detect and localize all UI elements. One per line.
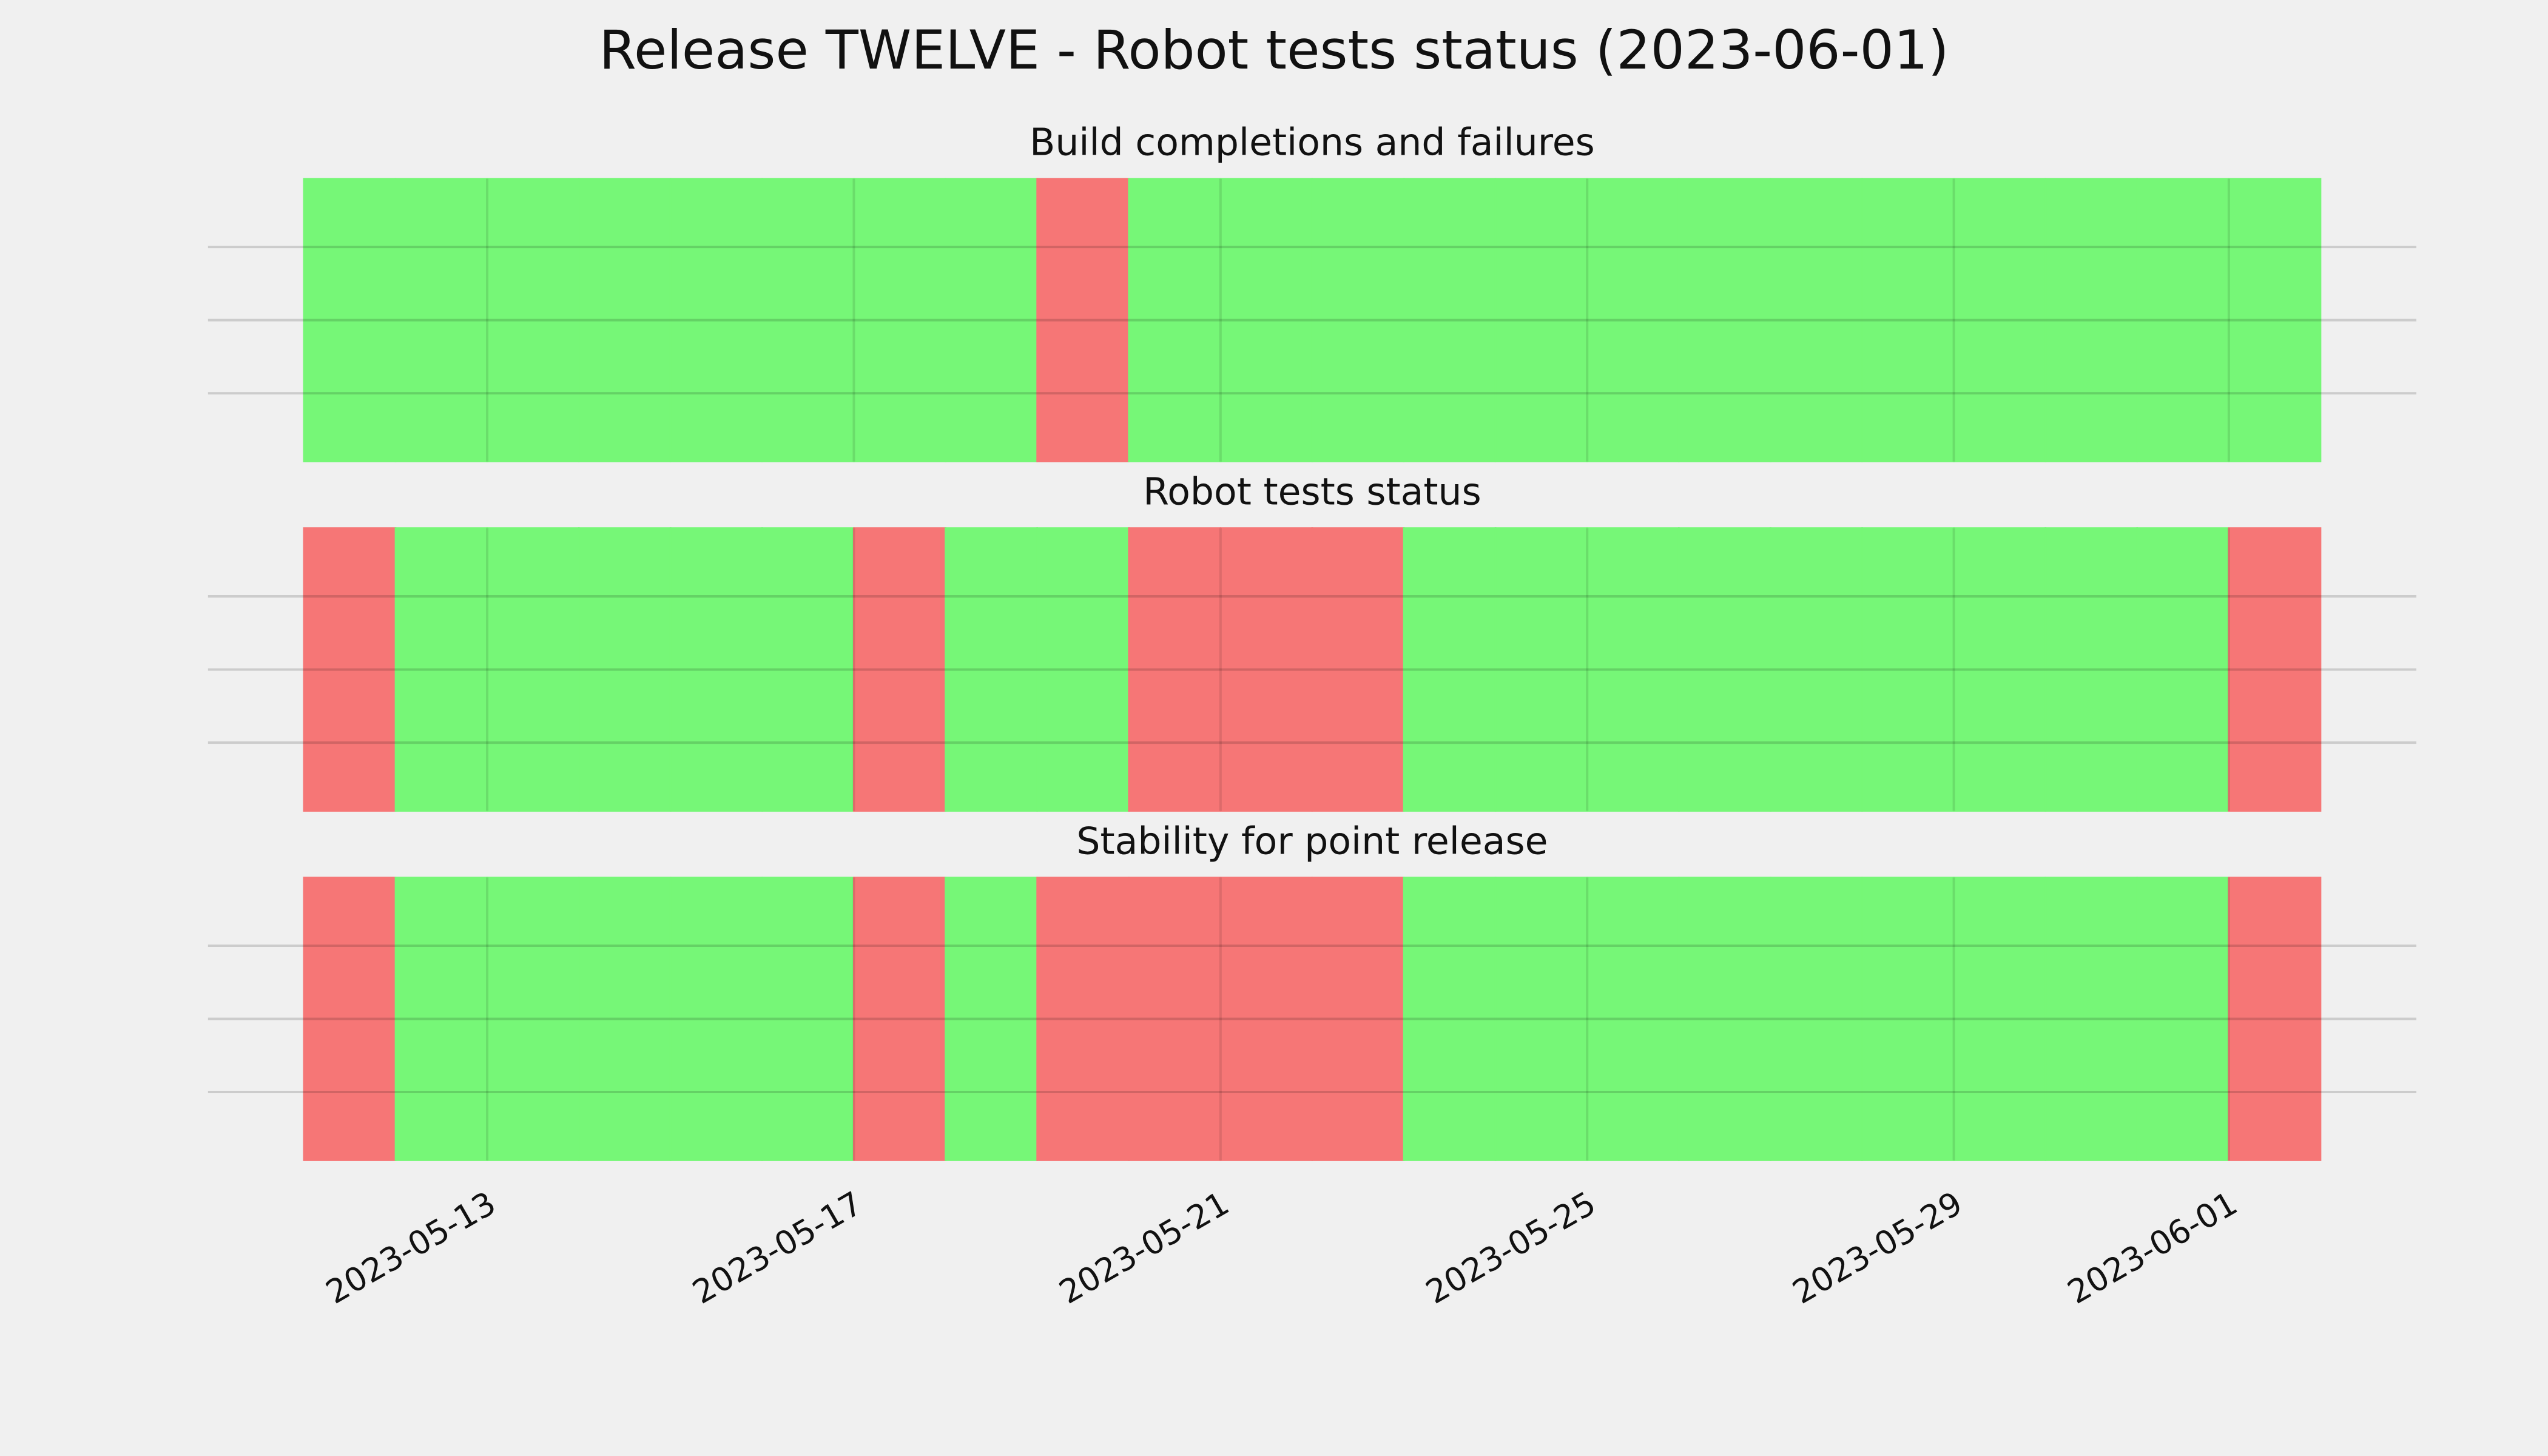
status-band <box>1861 527 1955 812</box>
status-band <box>303 527 397 812</box>
status-band <box>761 877 855 1161</box>
status-band <box>1953 877 2047 1161</box>
status-band <box>578 178 672 463</box>
status-band <box>1403 178 1497 463</box>
status-band <box>853 877 946 1161</box>
status-band <box>761 178 855 463</box>
status-band <box>486 178 580 463</box>
status-band <box>2136 178 2230 463</box>
status-band <box>1128 877 1222 1161</box>
status-band <box>1770 877 1863 1161</box>
status-band <box>1677 877 1771 1161</box>
status-band <box>2228 527 2322 812</box>
status-band <box>669 178 763 463</box>
panel-title: Robot tests status <box>1143 470 1481 513</box>
status-band <box>2044 178 2138 463</box>
status-band <box>1861 178 1955 463</box>
status-band <box>1311 178 1405 463</box>
panel-title: Stability for point release <box>1076 819 1548 863</box>
status-band <box>303 178 397 463</box>
status-band <box>2044 877 2138 1161</box>
status-band <box>853 178 946 463</box>
status-band <box>1677 527 1771 812</box>
status-band <box>2228 877 2322 1161</box>
status-band <box>394 877 488 1161</box>
status-band <box>669 527 763 812</box>
status-band <box>1770 527 1863 812</box>
status-band <box>394 527 488 812</box>
status-band <box>1494 527 1588 812</box>
status-band <box>1494 877 1588 1161</box>
status-band <box>1219 527 1313 812</box>
status-band <box>1219 877 1313 1161</box>
panel-title: Build completions and failures <box>1030 120 1595 164</box>
status-band <box>1311 877 1405 1161</box>
status-band <box>1494 178 1588 463</box>
status-band <box>853 527 946 812</box>
status-band <box>1953 178 2047 463</box>
status-band <box>1677 178 1771 463</box>
chart-title: Release TWELVE - Robot tests status (202… <box>599 19 1949 81</box>
status-band <box>945 877 1038 1161</box>
status-band <box>578 527 672 812</box>
status-band <box>1036 527 1130 812</box>
status-band <box>303 877 397 1161</box>
status-band <box>1770 178 1863 463</box>
status-band <box>945 527 1038 812</box>
status-band <box>1128 527 1222 812</box>
status-band <box>1953 527 2047 812</box>
status-band <box>1403 527 1497 812</box>
status-band <box>2136 877 2230 1161</box>
status-band <box>486 877 580 1161</box>
status-band <box>1586 877 1680 1161</box>
status-band <box>945 178 1038 463</box>
status-band <box>1586 527 1680 812</box>
status-band <box>578 877 672 1161</box>
status-band <box>1586 178 1680 463</box>
status-band <box>1128 178 1222 463</box>
status-band <box>1036 178 1130 463</box>
status-band <box>394 178 488 463</box>
status-band <box>2044 527 2138 812</box>
status-band <box>1219 178 1313 463</box>
status-band <box>2228 178 2322 463</box>
